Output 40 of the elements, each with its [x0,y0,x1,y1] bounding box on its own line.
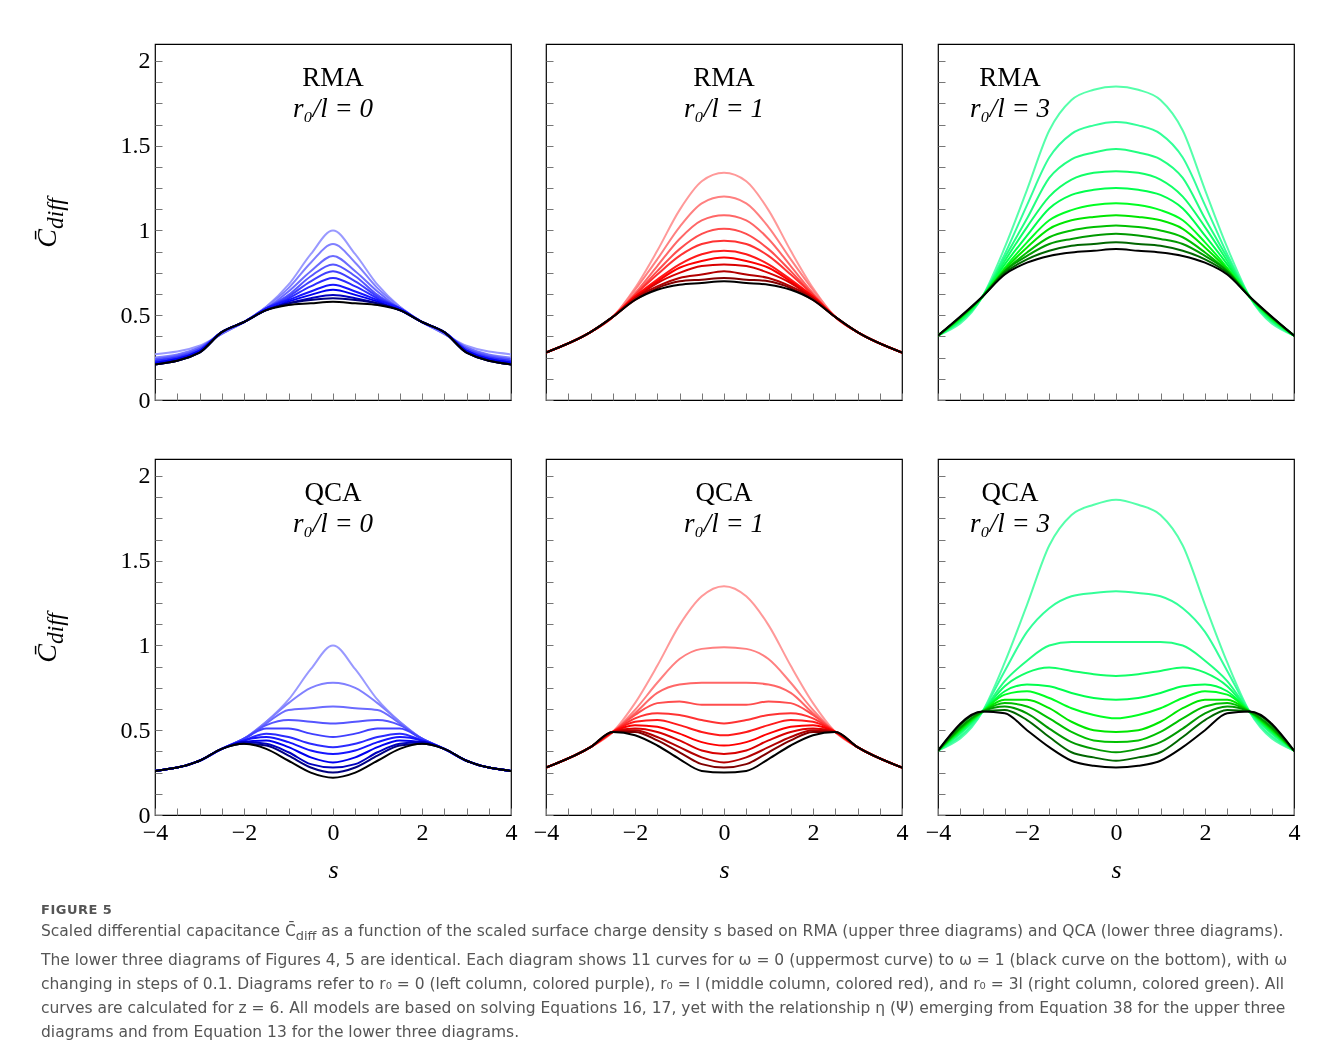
y-tick-label: 1 [138,216,151,243]
y-tick-label: 2 [138,462,151,489]
text: r₀/l = 3 [969,93,1051,123]
y-tick-label: 0.5 [120,716,151,743]
text: RMA [979,62,1042,92]
x-tick-label: 0 [1110,818,1123,845]
x-tick-label: 2 [807,818,820,845]
text: QCA [695,477,753,507]
x-tick-label: 4 [896,818,909,845]
y-tick-label: 0 [138,386,151,413]
text: r₀/l = 3 [969,508,1051,538]
text: QCA [981,477,1039,507]
text: r₀/l = 0 [292,508,374,538]
x-tick-label: −2 [231,818,258,845]
y-tick-label: 1 [138,631,151,658]
text: r₀/l = 0 [292,93,374,123]
text: RMA [693,62,756,92]
x-tick-label: 4 [1288,818,1301,845]
x-tick-label: −2 [1014,818,1041,845]
y-tick-label: 2 [138,47,151,74]
x-tick-label: −4 [925,818,952,845]
x-tick-label: 2 [1199,818,1212,845]
y-tick-label: 1.5 [120,547,151,574]
text: r₀/l = 1 [683,93,765,123]
x-axis-title: s [1111,854,1122,884]
text: Scaled differential capacitance C̄$_{diff}$ as a function of the scaled surface charge density s based on RMA (upper three diagrams) and QCA (lower three diagrams). The lower three diagrams of Figures 4, 5 are identical. Each diagram shows 11 curves for ω = 0 (uppermost curve) to ω = 1 (black curve on the bottom), with ω changing in steps of 0.1. Diagrams refer to r₀ = 0 (left column, colored purple), r₀ = l (middle column, colored red), and r₀ = 3l (right column, colored green). All curves are calculated for z = 6. All models are based on solving Equations 16, 17, yet with the relationship η (Ψ) emerging from Equation 38 for the upper three diagrams and from Equation 13 for the lower three diagrams. [41,920,1289,1044]
x-tick-label: −4 [533,818,560,845]
text: RMA [302,62,365,92]
x-tick-label: −2 [622,818,649,845]
text: QCA [304,477,362,507]
x-tick-label: 4 [505,818,518,845]
text: r₀/l = 1 [683,508,765,538]
y-tick-label: 1.5 [120,132,151,159]
x-tick-label: 2 [416,818,429,845]
x-axis-title: s [328,854,339,884]
x-axis-title: s [719,854,730,884]
y-tick-label: 0.5 [120,301,151,328]
x-tick-label: 0 [327,818,340,845]
caption: FIGURE 5 [41,902,114,917]
x-tick-label: 0 [718,818,731,845]
